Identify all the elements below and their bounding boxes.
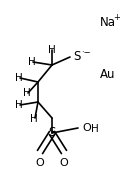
Text: H: H — [23, 88, 31, 98]
Text: H: H — [15, 100, 23, 110]
Text: O: O — [82, 123, 91, 133]
Text: H: H — [48, 45, 56, 55]
Text: Na: Na — [100, 15, 116, 29]
Text: +: + — [113, 14, 120, 23]
Text: H: H — [91, 124, 99, 134]
Text: H: H — [28, 57, 36, 67]
Text: ·−: ·− — [81, 49, 91, 58]
Text: S: S — [73, 51, 80, 64]
Text: Au: Au — [100, 68, 116, 81]
Text: H: H — [30, 114, 38, 124]
Text: O: O — [36, 158, 44, 168]
Text: S: S — [48, 127, 56, 140]
Text: H: H — [15, 73, 23, 83]
Text: O: O — [60, 158, 68, 168]
